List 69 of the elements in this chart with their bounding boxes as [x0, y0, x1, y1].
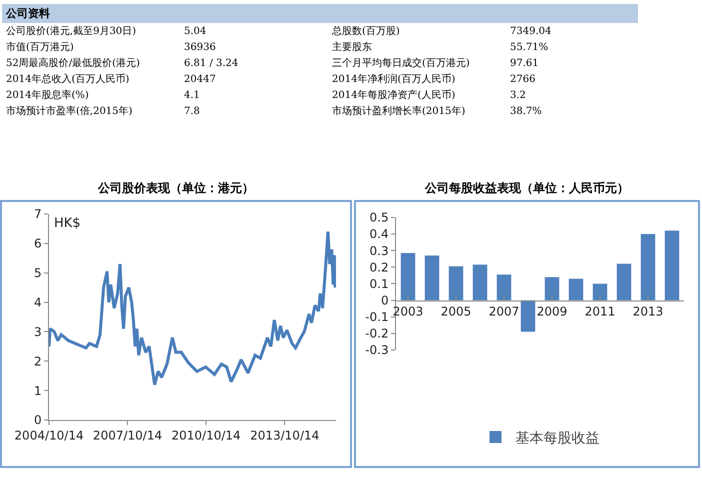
bar [424, 256, 440, 300]
x-tick-label: 2013 [632, 304, 664, 319]
bar [544, 277, 560, 300]
y-tick-label: 5 [34, 266, 42, 280]
x-tick-label: 2011 [584, 304, 616, 319]
text: 3.2 [509, 88, 527, 102]
y-tick-label: -0.1 [365, 310, 389, 324]
y-tick-label: 0 [34, 413, 42, 428]
text: 三个月平均每日成交(百万港元) [331, 56, 471, 71]
x-tick-label: 2013/10/14 [250, 428, 320, 442]
bar [568, 278, 584, 300]
text: 55.71% [509, 40, 550, 54]
y-tick-label: 1 [34, 384, 42, 398]
text: 4.1 [183, 88, 201, 102]
chart-title: 公司股价表现（单位：港元） [96, 180, 255, 197]
text: 97.61 [509, 56, 540, 70]
text: 市值(百万港元) [5, 40, 75, 55]
text: 2014年每股净资产(人民币) [331, 88, 456, 103]
text: 市场预计盈利增长率(2015年) [331, 104, 466, 119]
y-tick-label: 3 [34, 324, 42, 339]
y-tick-label: -0.2 [365, 326, 389, 341]
bar [400, 253, 416, 300]
text: 总股数(百万股) [331, 24, 401, 39]
y-tick-label: 0.1 [370, 276, 389, 291]
y-tick-label: 0.5 [370, 210, 389, 225]
text: 7349.04 [509, 24, 552, 38]
y-tick-label: -0.3 [365, 343, 389, 358]
y-tick-label: 0.4 [370, 227, 389, 242]
text: 公司股价(港元,截至9月30日) [5, 24, 138, 39]
bar [664, 230, 680, 300]
line-series [49, 230, 336, 386]
chart-title: 公司每股收益表现（单位：人民币元） [424, 180, 630, 197]
bar [496, 274, 512, 300]
bar [616, 264, 632, 300]
x-tick-label: 2003 [392, 304, 424, 319]
bar [448, 266, 464, 300]
text: 5.04 [183, 24, 208, 38]
x-tick-label: 2009 [536, 304, 568, 319]
x-tick-label: 2007 [488, 304, 520, 319]
text: 2766 [509, 72, 536, 86]
text: 38.7% [509, 104, 543, 118]
y-tick-label: 0.2 [370, 260, 389, 274]
legend-label: 基本每股收益 [516, 430, 600, 446]
bar [592, 284, 608, 300]
y-tick-label: 2 [34, 354, 42, 368]
text: 公司资料 [2, 4, 638, 23]
y-tick-label: 4 [34, 295, 42, 310]
text: 6.81 / 3.24 [183, 56, 240, 70]
text: 20447 [183, 72, 217, 86]
bar [640, 234, 656, 300]
x-tick-label: 2010/10/14 [172, 428, 241, 442]
text: 2014年总收入(百万人民币) [5, 72, 130, 87]
x-tick-label: 2007/10/14 [92, 428, 162, 442]
y-tick-label: 0.3 [370, 244, 389, 258]
bar [520, 300, 536, 332]
text: 主要股东 [331, 40, 373, 55]
text: 2014年股息率(%) [5, 88, 90, 103]
y-tick-label: 6 [34, 236, 42, 251]
y-tick-label: 0 [380, 293, 389, 308]
bar [472, 264, 488, 300]
annotation: HK$ [54, 216, 81, 231]
text: 2014年净利润(百万人民币) [331, 72, 456, 87]
text: 52周最高股价/最低股价(港元) [5, 56, 141, 71]
x-tick-label: 2005 [440, 304, 472, 319]
x-tick-label: 2004/10/14 [14, 428, 84, 442]
text: 36936 [183, 40, 217, 54]
text: 7.8 [183, 104, 201, 118]
y-tick-label: 7 [34, 207, 42, 222]
text: 市场预计市盈率(倍,2015年) [5, 104, 134, 119]
